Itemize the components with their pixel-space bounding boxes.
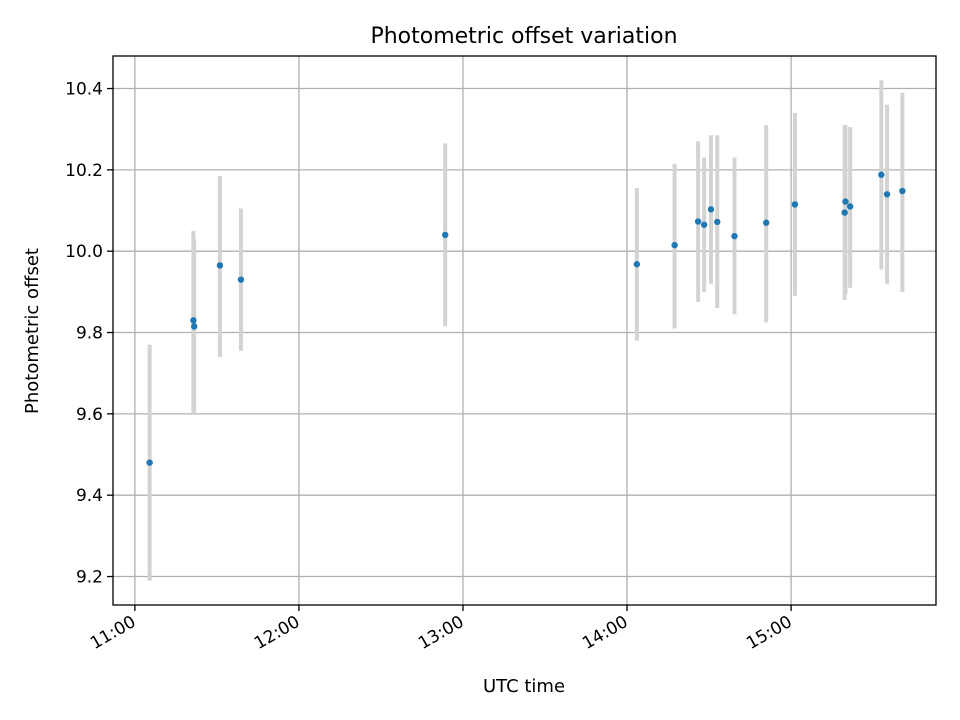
data-point <box>878 171 885 178</box>
y-tick-label: 9.2 <box>76 568 103 588</box>
chart-title: Photometric offset variation <box>370 24 677 49</box>
x-tick-label: 14:00 <box>579 612 631 654</box>
data-point <box>633 261 641 268</box>
y-axis-label: Photometric offset <box>22 248 43 414</box>
data-point <box>731 232 738 240</box>
data-point <box>191 323 198 330</box>
y-tick-label: 10.2 <box>65 161 103 181</box>
y-tick-label: 9.6 <box>76 405 103 425</box>
x-axis-label: UTC time <box>483 676 565 697</box>
y-axis-ticks: 9.2 9.4 9.6 9.8 10.0 10.2 10.4 <box>65 80 113 588</box>
data-point <box>846 203 854 210</box>
data-point <box>216 262 224 269</box>
y-tick-label: 10.4 <box>65 80 103 100</box>
data-point <box>883 191 891 198</box>
data-point <box>671 241 678 249</box>
data-point <box>841 209 848 216</box>
error-bars <box>147 80 905 581</box>
data-point <box>146 459 153 466</box>
data-points <box>146 171 906 466</box>
data-point <box>237 276 245 283</box>
data-point <box>791 201 799 208</box>
x-tick-label: 15:00 <box>743 612 795 654</box>
y-tick-label: 10.0 <box>65 242 103 262</box>
y-tick-label: 9.8 <box>76 324 103 344</box>
data-point <box>694 218 702 225</box>
data-point <box>442 231 449 239</box>
x-axis-ticks: 11:00 12:00 13:00 14:00 15:00 <box>87 605 796 654</box>
y-tick-label: 9.4 <box>76 486 103 506</box>
x-tick-label: 12:00 <box>251 612 303 654</box>
data-point <box>707 206 715 213</box>
plot-frame <box>112 55 937 606</box>
x-tick-label: 13:00 <box>415 612 467 654</box>
data-point <box>763 219 770 226</box>
x-tick-label: 11:00 <box>87 612 139 654</box>
grid-lines <box>113 56 936 605</box>
data-point <box>714 218 721 226</box>
data-point <box>842 198 849 205</box>
data-point <box>899 187 906 195</box>
data-point <box>190 317 197 324</box>
data-point <box>700 221 708 228</box>
